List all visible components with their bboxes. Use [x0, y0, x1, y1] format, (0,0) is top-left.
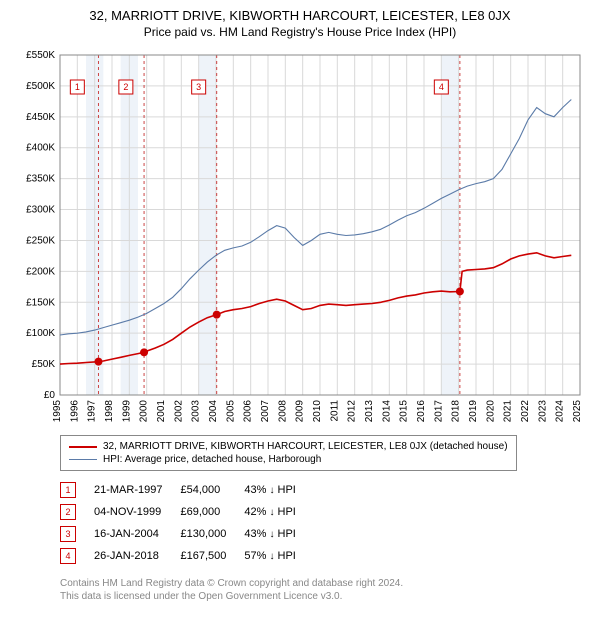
- sale-index: 2: [60, 501, 94, 523]
- svg-text:£250K: £250K: [26, 235, 55, 246]
- svg-text:2007: 2007: [260, 400, 271, 423]
- svg-text:£550K: £550K: [26, 50, 55, 61]
- sale-delta: 57% ↓ HPI: [244, 545, 313, 567]
- legend-label: 32, MARRIOTT DRIVE, KIBWORTH HARCOURT, L…: [103, 441, 508, 452]
- svg-text:£500K: £500K: [26, 81, 55, 92]
- svg-text:2023: 2023: [537, 400, 548, 423]
- svg-text:2016: 2016: [416, 400, 427, 423]
- svg-text:£0: £0: [44, 390, 56, 401]
- svg-text:£200K: £200K: [26, 266, 55, 277]
- sale-date: 16-JAN-2004: [94, 523, 180, 545]
- sale-date: 26-JAN-2018: [94, 545, 180, 567]
- svg-text:£450K: £450K: [26, 112, 55, 123]
- svg-text:2004: 2004: [208, 400, 219, 423]
- svg-text:£100K: £100K: [26, 328, 55, 339]
- svg-text:2010: 2010: [312, 400, 323, 423]
- svg-text:2024: 2024: [555, 400, 566, 423]
- svg-text:2012: 2012: [347, 400, 358, 423]
- svg-text:2002: 2002: [173, 400, 184, 423]
- chart-plot: £0 £50K £100K £150K £200K £250K £300K £350K £400…: [10, 45, 590, 425]
- sale-index: 1: [60, 479, 94, 501]
- sale-price: £54,000: [180, 479, 244, 501]
- svg-text:2009: 2009: [295, 400, 306, 423]
- sale-date: 21-MAR-1997: [94, 479, 180, 501]
- svg-text:2018: 2018: [451, 400, 462, 423]
- svg-text:2019: 2019: [468, 400, 479, 423]
- line-chart-svg: £0 £50K £100K £150K £200K £250K £300K £350K £400…: [10, 45, 590, 425]
- svg-text:2001: 2001: [156, 400, 167, 423]
- table-row: 204-NOV-1999£69,00042% ↓ HPI: [60, 501, 314, 523]
- table-row: 426-JAN-2018£167,50057% ↓ HPI: [60, 545, 314, 567]
- svg-text:2008: 2008: [277, 400, 288, 423]
- sale-delta: 43% ↓ HPI: [244, 523, 313, 545]
- svg-text:2: 2: [123, 82, 128, 92]
- legend-swatch: [69, 446, 97, 448]
- svg-text:1997: 1997: [87, 400, 98, 423]
- sale-price: £130,000: [180, 523, 244, 545]
- chart-card: 32, MARRIOTT DRIVE, KIBWORTH HARCOURT, L…: [0, 0, 600, 613]
- footer-line-2: This data is licensed under the Open Gov…: [60, 590, 590, 603]
- svg-text:2025: 2025: [572, 400, 583, 423]
- svg-text:£50K: £50K: [32, 359, 56, 370]
- sale-index: 4: [60, 545, 94, 567]
- svg-text:1: 1: [75, 82, 80, 92]
- sale-price: £167,500: [180, 545, 244, 567]
- chart-subtitle: Price paid vs. HM Land Registry's House …: [10, 25, 590, 39]
- svg-text:1995: 1995: [52, 400, 63, 423]
- svg-text:£400K: £400K: [26, 143, 55, 154]
- svg-text:2011: 2011: [329, 400, 340, 422]
- svg-text:3: 3: [196, 82, 201, 92]
- chart-title: 32, MARRIOTT DRIVE, KIBWORTH HARCOURT, L…: [10, 8, 590, 23]
- svg-text:£350K: £350K: [26, 174, 55, 185]
- svg-text:2005: 2005: [225, 400, 236, 423]
- svg-text:1996: 1996: [69, 400, 80, 423]
- sale-date: 04-NOV-1999: [94, 501, 180, 523]
- svg-text:1998: 1998: [104, 400, 115, 423]
- legend-label: HPI: Average price, detached house, Harb…: [103, 454, 321, 465]
- svg-text:2020: 2020: [485, 400, 496, 423]
- svg-text:2022: 2022: [520, 400, 531, 423]
- sale-index: 3: [60, 523, 94, 545]
- attribution-footer: Contains HM Land Registry data © Crown c…: [60, 577, 590, 603]
- legend-swatch: [69, 459, 97, 460]
- legend-item: 32, MARRIOTT DRIVE, KIBWORTH HARCOURT, L…: [69, 440, 508, 453]
- sale-price: £69,000: [180, 501, 244, 523]
- legend: 32, MARRIOTT DRIVE, KIBWORTH HARCOURT, L…: [60, 435, 517, 471]
- svg-text:£150K: £150K: [26, 297, 55, 308]
- sales-table: 121-MAR-1997£54,00043% ↓ HPI204-NOV-1999…: [60, 479, 314, 567]
- sale-delta: 42% ↓ HPI: [244, 501, 313, 523]
- legend-item: HPI: Average price, detached house, Harb…: [69, 453, 508, 466]
- svg-text:2015: 2015: [399, 400, 410, 423]
- svg-text:2000: 2000: [139, 400, 150, 423]
- svg-text:2021: 2021: [503, 400, 514, 423]
- svg-text:4: 4: [439, 82, 444, 92]
- sale-delta: 43% ↓ HPI: [244, 479, 313, 501]
- table-row: 121-MAR-1997£54,00043% ↓ HPI: [60, 479, 314, 501]
- svg-text:1999: 1999: [121, 400, 132, 423]
- svg-text:2003: 2003: [191, 400, 202, 423]
- svg-text:2014: 2014: [381, 400, 392, 423]
- table-row: 316-JAN-2004£130,00043% ↓ HPI: [60, 523, 314, 545]
- footer-line-1: Contains HM Land Registry data © Crown c…: [60, 577, 590, 590]
- svg-text:£300K: £300K: [26, 205, 55, 216]
- svg-text:2006: 2006: [243, 400, 254, 423]
- svg-text:2013: 2013: [364, 400, 375, 423]
- svg-text:2017: 2017: [433, 400, 444, 423]
